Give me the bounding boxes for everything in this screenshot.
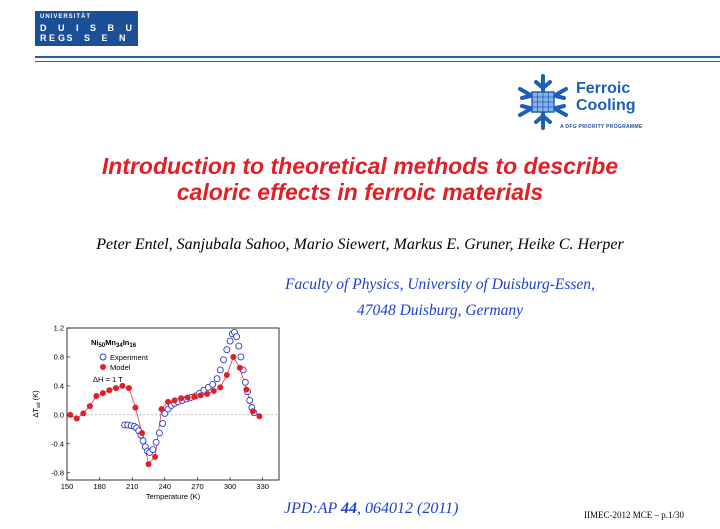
model-point [119, 382, 126, 389]
university-logo-line3: E S S E N [49, 33, 131, 43]
x-tick-label: 180 [93, 482, 106, 491]
model-point [80, 410, 87, 417]
experiment-point [152, 438, 160, 446]
experiment-point [216, 366, 224, 374]
model-point [139, 429, 146, 436]
model-point [184, 394, 191, 401]
x-tick-label: 300 [224, 482, 237, 491]
y-tick-label: 1.2 [54, 324, 64, 333]
model-point [165, 398, 172, 405]
legend-experiment-label: Experiment [110, 353, 149, 362]
x-axis-label: Temperature (K) [146, 492, 201, 501]
experiment-point [237, 353, 245, 361]
chart-annotation: ΔH = 1 T [93, 375, 123, 384]
experiment-point [246, 396, 254, 404]
model-point [145, 461, 152, 468]
footer-page-info: IIMEC-2012 MCE – p.1/30 [584, 510, 684, 520]
model-point [256, 413, 263, 420]
model-point [197, 392, 204, 399]
reference-rest: , 064012 (2011) [357, 500, 459, 517]
y-tick-label: 0.4 [54, 381, 64, 390]
slide-title: Introduction to theoretical methods to d… [0, 153, 720, 205]
ferroic-logo-line1: Ferroic [576, 80, 631, 97]
x-tick-label: 270 [191, 482, 204, 491]
legend-model-marker [100, 364, 106, 370]
university-logo: UNIVERSITÄT D U I S B U R G E S S E N [35, 11, 138, 46]
model-point [152, 453, 159, 460]
slide-title-line2: caloric effects in ferroic materials [176, 179, 544, 205]
model-point [191, 393, 198, 400]
reference-volume: 44 [341, 500, 358, 517]
slide-title-line1: Introduction to theoretical methods to d… [101, 153, 619, 179]
chart: 150 180 210 240 270 300 330 1.2 0.8 0.4 0.0 -0.4 -0… [31, 324, 280, 501]
ferroic-logo-subtitle: A DFG PRIORITY PROGRAMME [560, 124, 643, 130]
y-tick-label: 0.8 [54, 352, 64, 361]
model-point [171, 397, 178, 404]
plot-frame [66, 327, 280, 481]
experiment-point [233, 333, 241, 341]
y-tick-label: 0.0 [54, 410, 64, 419]
model-point [67, 411, 74, 418]
model-point [204, 390, 211, 397]
model-point [86, 403, 93, 410]
model-point [99, 390, 106, 397]
experiment-point [241, 378, 249, 386]
model-point [125, 385, 132, 392]
experiment-point [220, 356, 228, 364]
model-point [223, 372, 230, 379]
ferroic-logo-line2: Cooling [576, 97, 636, 114]
experiment-point [213, 375, 221, 383]
legend-experiment-marker [99, 353, 107, 361]
model-point [106, 387, 113, 394]
authors: Peter Entel, Sanjubala Sahoo, Mario Siew… [96, 236, 624, 253]
model-point [132, 404, 139, 411]
model-point [178, 395, 185, 402]
university-logo-line1: UNIVERSITÄT [40, 14, 92, 20]
y-tick-label: -0.4 [51, 439, 64, 448]
chart-title: Ni50Mn34In16 [91, 338, 137, 349]
affiliation-line1: Faculty of Physics, University of Duisbu… [285, 276, 595, 293]
snowflake-icon [518, 74, 568, 130]
model-point [210, 387, 217, 394]
experiment-point [226, 337, 234, 345]
experiment-point [159, 420, 167, 427]
model-point [217, 384, 224, 391]
journal-reference: JPD:AP 44, 064012 (2011) [284, 500, 458, 518]
y-tick-label: -0.8 [51, 468, 64, 477]
model-point [73, 415, 80, 422]
x-tick-label: 210 [126, 482, 139, 491]
reference-journal: JPD:AP [284, 500, 338, 517]
experiment-point [139, 437, 147, 445]
model-point [158, 406, 165, 413]
header-rule-top [35, 56, 720, 58]
model-point [93, 393, 100, 400]
x-tick-label: 150 [61, 482, 74, 491]
experiment-point [223, 346, 231, 354]
model-point [236, 364, 243, 371]
y-axis-label: ΔTad (K) [31, 390, 42, 418]
header-rule-bottom [35, 61, 720, 62]
ferroic-logo-name: Ferroic Cooling [576, 80, 636, 114]
experiment-point [235, 342, 243, 350]
x-tick-label: 330 [256, 482, 269, 491]
experiment-point [209, 381, 217, 388]
affiliation-line2: 47048 Duisburg, Germany [356, 302, 524, 319]
x-tick-label: 240 [159, 482, 172, 491]
model-point [243, 386, 250, 393]
model-point [230, 353, 237, 360]
experiment-point [149, 446, 157, 454]
model-point [249, 408, 256, 415]
experiment-point [155, 429, 163, 437]
legend-model-label: Model [110, 363, 131, 372]
model-point [112, 385, 119, 392]
university-logo-line2: D U I S B U R G [40, 23, 137, 43]
